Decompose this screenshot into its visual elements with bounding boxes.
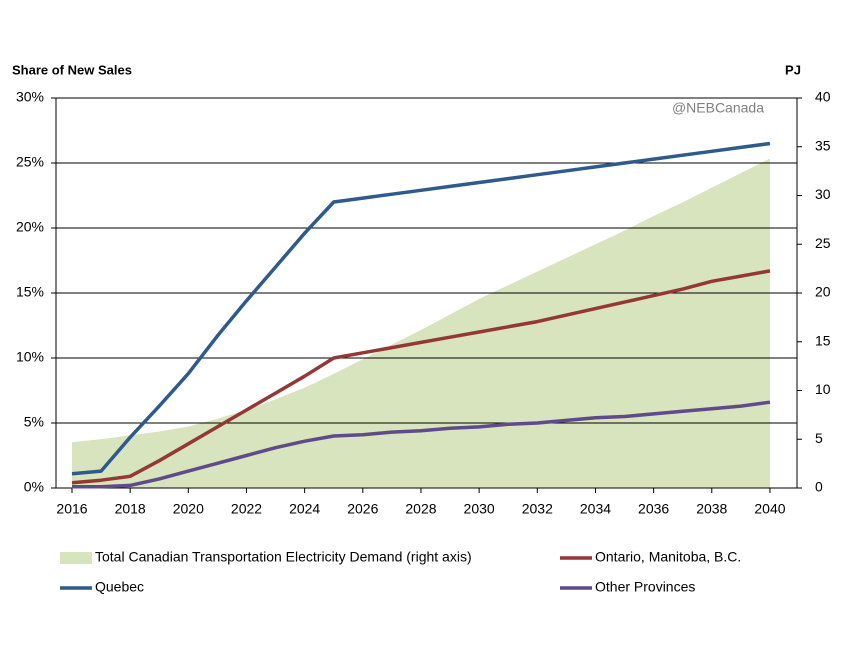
y-tick-label: 10% [16,349,44,365]
x-tick-label: 2020 [173,501,204,517]
line [71,400,771,489]
x-tick-label: 2022 [231,501,262,517]
y2-tick-label: 25 [815,235,831,251]
y2-axis-title: PJ [785,62,801,77]
annotation: @NEBCanada [672,100,764,116]
legend-label: Other Provinces [595,579,695,595]
y2-tick-label: 5 [815,430,823,446]
y-tick-label: 0% [24,479,44,495]
y2-tick-label: 15 [815,332,831,348]
x-tick-label: 2028 [405,501,436,517]
x-tick-label: 2034 [580,501,611,517]
y2-tick-label: 20 [815,284,831,300]
y-axis-title: Share of New Sales [12,62,132,77]
x-tick-label: 2030 [464,501,495,517]
y-tick-label: 25% [16,154,44,170]
y-tick-label: 15% [16,284,44,300]
x-tick-label: 2018 [115,501,146,517]
x-tick-label: 2024 [289,501,320,517]
legend-swatch [60,552,92,564]
y-tick-label: 20% [16,219,44,235]
x-tick-label: 2038 [696,501,727,517]
y2-tick-label: 40 [815,89,831,105]
x-tick-label: 2032 [522,501,553,517]
x-tick-label: 2040 [754,501,785,517]
legend-label: Total Canadian Transportation Electricit… [95,549,472,565]
y-tick-label: 5% [24,414,44,430]
y2-tick-label: 30 [815,186,831,202]
line [71,141,771,476]
x-tick-label: 2026 [347,501,378,517]
y-tick-label: 30% [16,89,44,105]
area [71,158,770,488]
x-tick-label: 2036 [638,501,669,517]
legend-label: Quebec [95,579,144,595]
y2-tick-label: 35 [815,137,831,153]
x-tick-label: 2016 [56,501,87,517]
y2-tick-label: 10 [815,381,831,397]
legend-label: Ontario, Manitoba, B.C. [595,549,741,565]
line [71,269,771,485]
y2-tick-label: 0 [815,479,823,495]
